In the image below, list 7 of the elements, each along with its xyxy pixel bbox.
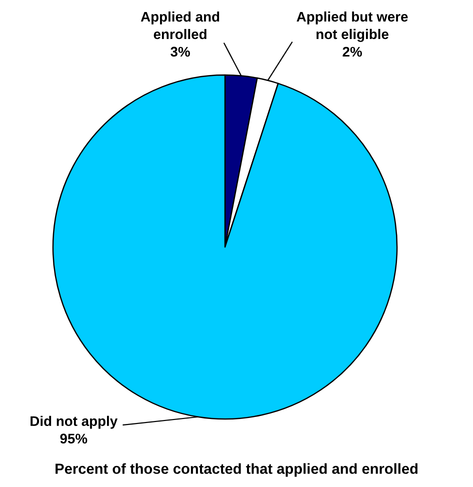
text: Percent of those contacted that applied and enrolled: [56, 463, 418, 477]
data-label: 2%: [342, 46, 362, 57]
slice-label: Did not apply: [30, 416, 118, 429]
slice-label: Applied but were not eligible: [296, 11, 408, 42]
data-label: 95%: [60, 434, 88, 444]
slice-label: Applied and enrolled: [140, 11, 220, 40]
data-label: 3%: [170, 46, 190, 57]
